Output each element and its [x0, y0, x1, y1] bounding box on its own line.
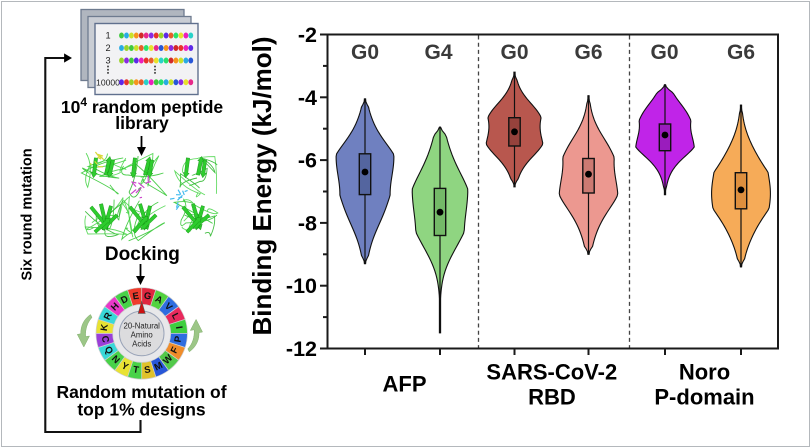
svg-text:-12: -12: [286, 337, 317, 361]
svg-text:Binding Energy (kJ/mol): Binding Energy (kJ/mol): [247, 36, 277, 335]
svg-text:-2: -2: [298, 23, 317, 47]
svg-text:Six round mutation: Six round mutation: [20, 148, 36, 280]
svg-text:Amino: Amino: [131, 330, 154, 339]
svg-text:top 1% designs: top 1% designs: [77, 400, 206, 420]
svg-text:20-Natural: 20-Natural: [123, 321, 160, 330]
svg-text:D: D: [119, 294, 130, 307]
svg-text:SARS-CoV-2: SARS-CoV-2: [486, 360, 617, 385]
svg-text:Noro: Noro: [679, 360, 730, 385]
svg-text:Q: Q: [102, 345, 115, 357]
svg-text:G: G: [143, 290, 152, 302]
svg-text:1: 1: [105, 31, 110, 41]
svg-text:library: library: [115, 113, 169, 133]
svg-text:AFP: AFP: [383, 372, 427, 397]
svg-text:Y: Y: [119, 360, 130, 373]
svg-text:R: R: [102, 311, 115, 322]
svg-text:G0: G0: [650, 41, 678, 64]
svg-text:2: 2: [105, 43, 110, 53]
svg-text:F: F: [169, 345, 182, 355]
svg-text:-4: -4: [298, 86, 317, 110]
svg-text:RBD: RBD: [528, 385, 576, 410]
svg-text:3: 3: [105, 56, 110, 66]
svg-text:Docking: Docking: [105, 244, 180, 265]
svg-text:-8: -8: [298, 211, 317, 235]
svg-text:-6: -6: [298, 149, 317, 173]
svg-text:S: S: [144, 364, 152, 376]
svg-text:G0: G0: [351, 41, 379, 64]
svg-text:Acids: Acids: [132, 339, 151, 348]
svg-text:C: C: [99, 335, 111, 344]
svg-text:E: E: [132, 291, 140, 303]
svg-text:Random mutation of: Random mutation of: [56, 382, 226, 402]
svg-text:-10: -10: [286, 274, 317, 298]
svg-text:G6: G6: [574, 41, 602, 64]
svg-text:I: I: [173, 325, 184, 329]
svg-text:G4: G4: [424, 41, 452, 64]
svg-text:K: K: [99, 323, 111, 332]
svg-text:G0: G0: [500, 41, 528, 64]
svg-text:P: P: [173, 335, 185, 344]
svg-text:G6: G6: [727, 41, 755, 64]
svg-text:P-domain: P-domain: [654, 385, 754, 410]
svg-text:L: L: [169, 311, 182, 321]
svg-text:T: T: [132, 364, 140, 376]
svg-text:104 random peptide: 104 random peptide: [61, 95, 224, 117]
svg-text:A: A: [153, 294, 164, 307]
svg-text:10000: 10000: [96, 77, 120, 87]
